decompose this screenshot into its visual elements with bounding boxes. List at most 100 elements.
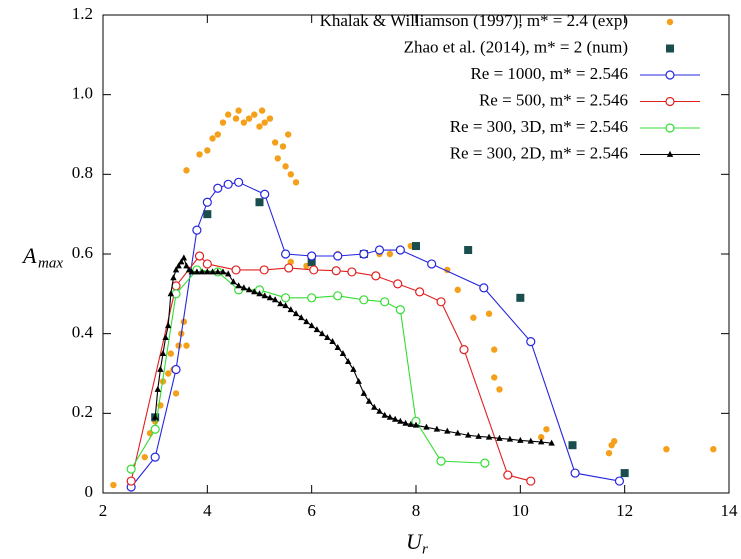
point bbox=[620, 469, 629, 478]
point bbox=[271, 139, 279, 146]
point bbox=[491, 346, 498, 353]
point bbox=[280, 249, 291, 259]
point bbox=[162, 334, 169, 341]
point bbox=[219, 268, 227, 275]
point bbox=[202, 259, 212, 269]
point bbox=[240, 284, 248, 291]
point bbox=[258, 107, 266, 114]
point bbox=[260, 189, 270, 199]
point bbox=[175, 262, 182, 269]
point bbox=[503, 470, 513, 480]
point bbox=[194, 251, 205, 261]
legend-label: Re = 300, 2D, m* = 2.546 bbox=[450, 143, 628, 162]
point bbox=[171, 289, 181, 299]
series-line bbox=[130, 181, 620, 488]
point bbox=[126, 464, 136, 474]
point bbox=[526, 476, 536, 486]
point bbox=[543, 426, 550, 433]
point bbox=[287, 306, 294, 313]
point bbox=[397, 417, 404, 424]
point bbox=[172, 390, 180, 397]
legend-marker bbox=[666, 150, 674, 157]
point bbox=[307, 251, 317, 261]
point bbox=[261, 119, 268, 126]
point bbox=[231, 265, 241, 275]
point bbox=[485, 433, 493, 440]
point bbox=[214, 131, 221, 138]
x-label-sub: r bbox=[422, 541, 428, 557]
point bbox=[344, 357, 352, 364]
point bbox=[568, 441, 577, 450]
x-tick-label: 8 bbox=[412, 501, 421, 520]
x-tick-label: 6 bbox=[307, 501, 316, 520]
point bbox=[154, 385, 161, 392]
point bbox=[454, 429, 461, 436]
point bbox=[165, 370, 172, 377]
legend-label: Re = 500, m* = 2.546 bbox=[479, 90, 628, 109]
legend-label: Re = 1000, m* = 2.546 bbox=[470, 64, 628, 83]
y-label-sub: max bbox=[38, 255, 63, 271]
point bbox=[360, 389, 368, 396]
point bbox=[386, 413, 394, 420]
point bbox=[110, 481, 117, 489]
point bbox=[359, 249, 369, 259]
y-tick-label: 0.6 bbox=[72, 243, 93, 262]
point bbox=[355, 377, 362, 384]
point bbox=[393, 279, 403, 289]
point bbox=[371, 271, 381, 281]
point bbox=[202, 197, 212, 207]
x-tick-label: 12 bbox=[616, 501, 633, 520]
point bbox=[292, 310, 300, 317]
point bbox=[292, 179, 300, 186]
point bbox=[175, 342, 182, 349]
point bbox=[235, 282, 242, 289]
point bbox=[391, 415, 399, 422]
point bbox=[516, 293, 525, 302]
y-label: A bbox=[21, 243, 37, 268]
point bbox=[538, 434, 545, 441]
series-line bbox=[130, 255, 531, 482]
point bbox=[436, 297, 446, 307]
point bbox=[277, 300, 284, 307]
x-tick-label: 14 bbox=[721, 501, 739, 520]
point bbox=[171, 364, 181, 375]
point bbox=[614, 476, 625, 486]
point bbox=[203, 210, 212, 219]
point bbox=[308, 322, 315, 329]
point bbox=[188, 268, 195, 275]
point bbox=[183, 342, 190, 349]
series-line bbox=[130, 269, 485, 470]
point bbox=[245, 115, 253, 122]
point bbox=[225, 270, 232, 277]
point bbox=[548, 439, 555, 446]
point bbox=[381, 411, 388, 418]
point bbox=[150, 452, 160, 462]
point bbox=[256, 290, 263, 297]
point bbox=[172, 266, 180, 273]
point bbox=[151, 413, 159, 420]
point bbox=[282, 163, 289, 170]
point bbox=[329, 338, 336, 345]
legend-marker bbox=[665, 96, 675, 107]
y-tick-label: 1.2 bbox=[72, 4, 93, 23]
y-tick-label: 0 bbox=[85, 482, 94, 501]
legend-marker bbox=[666, 18, 674, 26]
point bbox=[427, 259, 437, 269]
y-tick-label: 1.0 bbox=[72, 84, 93, 103]
point bbox=[307, 257, 316, 266]
point bbox=[255, 198, 264, 207]
point bbox=[183, 262, 190, 269]
point bbox=[333, 291, 343, 301]
point bbox=[464, 431, 472, 438]
y-tick-label: 0.8 bbox=[72, 163, 93, 182]
point bbox=[313, 326, 321, 333]
point bbox=[284, 263, 294, 273]
point bbox=[485, 310, 493, 317]
point bbox=[266, 115, 274, 122]
point bbox=[196, 151, 203, 158]
point bbox=[209, 268, 216, 275]
point bbox=[371, 403, 378, 410]
x-tick-label: 10 bbox=[512, 501, 529, 520]
point bbox=[710, 445, 717, 453]
